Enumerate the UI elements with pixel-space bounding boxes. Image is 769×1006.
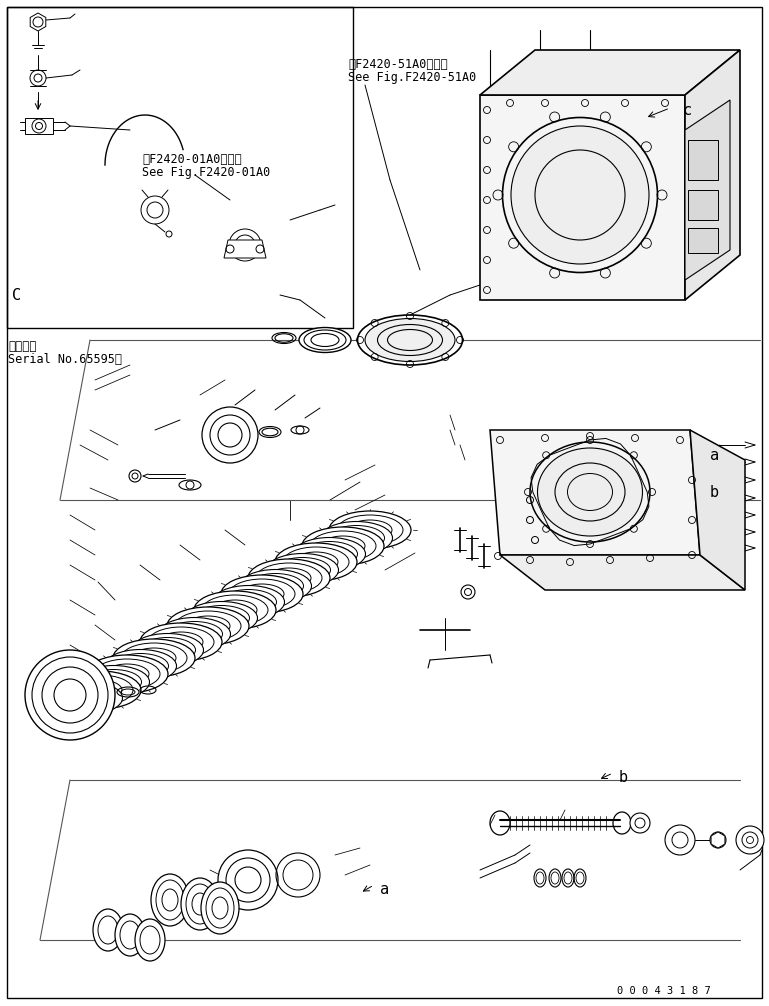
Ellipse shape (115, 914, 145, 956)
Text: See Fig.F2420-01A0: See Fig.F2420-01A0 (142, 166, 270, 179)
Ellipse shape (267, 553, 338, 586)
Polygon shape (690, 430, 745, 590)
Ellipse shape (530, 442, 650, 542)
Text: b: b (619, 770, 628, 785)
Ellipse shape (113, 639, 195, 677)
Text: 第F2420-51A0図参照: 第F2420-51A0図参照 (348, 58, 448, 71)
Circle shape (202, 407, 258, 463)
Ellipse shape (185, 602, 258, 635)
Ellipse shape (329, 511, 411, 549)
Ellipse shape (365, 319, 455, 361)
Ellipse shape (194, 591, 276, 629)
Ellipse shape (201, 882, 239, 934)
Polygon shape (480, 95, 685, 300)
Ellipse shape (239, 569, 311, 603)
Polygon shape (490, 430, 700, 555)
Ellipse shape (275, 543, 357, 581)
Ellipse shape (538, 448, 643, 536)
Ellipse shape (511, 126, 649, 264)
Ellipse shape (59, 671, 141, 709)
Ellipse shape (321, 521, 392, 554)
Polygon shape (685, 100, 730, 280)
Polygon shape (500, 555, 745, 590)
Bar (688, 190, 718, 220)
Ellipse shape (358, 315, 462, 365)
Bar (7, 7, 353, 328)
Polygon shape (685, 50, 740, 300)
Ellipse shape (131, 634, 204, 667)
Ellipse shape (151, 874, 189, 926)
Text: a: a (380, 882, 389, 897)
Circle shape (736, 826, 764, 854)
Ellipse shape (299, 328, 351, 352)
Text: See Fig.F2420-51A0: See Fig.F2420-51A0 (348, 71, 476, 83)
Polygon shape (30, 13, 46, 31)
Ellipse shape (78, 666, 149, 698)
Polygon shape (480, 50, 740, 95)
Ellipse shape (294, 537, 365, 570)
Text: 0 0 0 4 3 1 8 7: 0 0 0 4 3 1 8 7 (617, 986, 711, 996)
Text: 第F2420-01A0図参照: 第F2420-01A0図参照 (142, 153, 241, 166)
Ellipse shape (212, 585, 285, 619)
Ellipse shape (248, 559, 330, 597)
Ellipse shape (181, 878, 219, 930)
Ellipse shape (105, 650, 177, 682)
Ellipse shape (302, 527, 384, 565)
Text: C: C (12, 288, 21, 303)
Ellipse shape (221, 575, 303, 613)
Text: b: b (710, 485, 719, 500)
Ellipse shape (140, 623, 222, 661)
Circle shape (630, 813, 650, 833)
Ellipse shape (93, 909, 123, 951)
Ellipse shape (135, 919, 165, 961)
Circle shape (218, 850, 278, 910)
Text: 適用号機: 適用号機 (8, 340, 36, 353)
Circle shape (25, 650, 115, 740)
Bar (25, 118, 53, 134)
Ellipse shape (167, 607, 249, 645)
Ellipse shape (51, 681, 122, 714)
Text: Serial No.65595～: Serial No.65595～ (8, 353, 122, 366)
Polygon shape (224, 240, 266, 258)
Ellipse shape (158, 618, 231, 651)
Bar (688, 228, 718, 253)
Text: c: c (682, 103, 691, 118)
Polygon shape (711, 832, 725, 848)
Text: a: a (710, 448, 719, 463)
Circle shape (710, 832, 726, 848)
Ellipse shape (502, 118, 657, 273)
Ellipse shape (86, 655, 168, 693)
Bar (688, 140, 718, 180)
